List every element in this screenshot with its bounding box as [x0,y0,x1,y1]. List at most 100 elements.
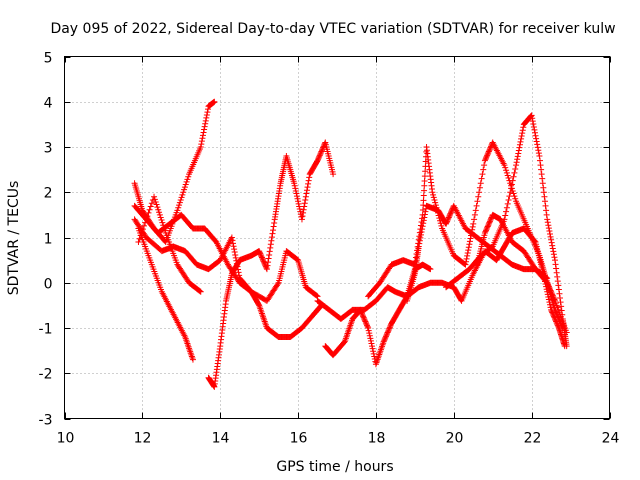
data-point [483,153,490,160]
data-point [299,213,306,220]
data-point [183,178,190,185]
data-point [536,153,543,160]
data-point [534,141,541,148]
data-point [204,109,211,116]
data-point [369,345,376,352]
data-point [365,327,372,334]
data-point [535,147,542,154]
data-point [536,157,543,164]
data-point [370,348,377,355]
data-point [477,180,484,187]
data-point [486,218,493,225]
data-point [260,258,267,265]
data-point [154,204,161,211]
data-point [365,325,372,331]
data-point [235,269,242,276]
data-point [361,315,368,322]
data-point [362,318,369,325]
data-point [515,147,522,154]
data-point [548,236,555,243]
data-point [203,114,210,121]
x-tick-label: 12 [134,431,152,447]
data-point [387,323,394,330]
data-point [158,217,165,224]
data-point [516,141,523,148]
data-point [295,200,302,207]
data-point [178,194,185,201]
series-track-6 [205,139,337,390]
data-point [197,144,204,150]
data-point [551,254,558,261]
data-point [563,329,570,336]
x-tick-label: 24 [602,431,620,447]
data-point [270,227,277,234]
y-tick-label: 0 [44,277,53,293]
data-point [545,283,552,290]
data-point [503,167,510,174]
data-point [259,255,266,262]
data-point [296,203,303,210]
y-tick-label: 1 [44,232,53,248]
data-point [364,323,371,330]
data-point [534,144,541,151]
data-point [551,296,558,303]
data-point [448,209,455,216]
data-point [302,193,309,200]
data-point [553,269,560,276]
data-point [135,239,142,246]
data-point [321,140,328,147]
data-point [274,281,281,288]
data-point [516,144,523,151]
data-point [486,219,493,226]
data-point [145,209,152,216]
data-point [360,314,367,321]
data-point [366,330,373,337]
data-point [367,337,374,344]
data-point [471,216,478,223]
data-point [471,211,478,218]
data-point [386,325,393,332]
data-point [291,182,298,189]
data-point [504,200,511,207]
data-point [198,141,205,148]
data-point [263,266,270,273]
y-tick-label: -1 [39,322,53,338]
data-point [554,273,561,280]
data-point [528,112,535,119]
data-point [303,190,310,197]
data-point [380,338,387,345]
data-point [470,220,477,227]
data-point [318,147,325,154]
data-point [415,243,422,250]
data-point [546,301,553,308]
data-point [268,234,275,241]
data-point [474,198,481,205]
data-point [549,245,556,252]
data-point [552,308,559,315]
data-point [268,237,275,244]
series-track-4 [135,225,196,363]
data-point [294,256,301,263]
data-point [318,148,325,155]
data-point [361,317,368,324]
data-point [466,238,473,245]
data-point [430,191,437,198]
data-point [232,251,239,258]
data-point [317,151,324,158]
x-tick-label: 16 [290,431,308,447]
data-point [306,174,313,181]
data-point [544,281,551,288]
data-point [550,295,557,302]
data-point [481,157,488,164]
data-point [255,301,262,308]
data-point [201,123,208,130]
data-point [512,195,519,202]
data-point [153,201,160,208]
data-point [258,253,265,260]
data-point [535,150,542,157]
series-track-10 [404,202,551,304]
data-point [416,240,423,247]
data-point [541,193,548,200]
data-point [185,173,192,180]
data-point [301,200,308,207]
